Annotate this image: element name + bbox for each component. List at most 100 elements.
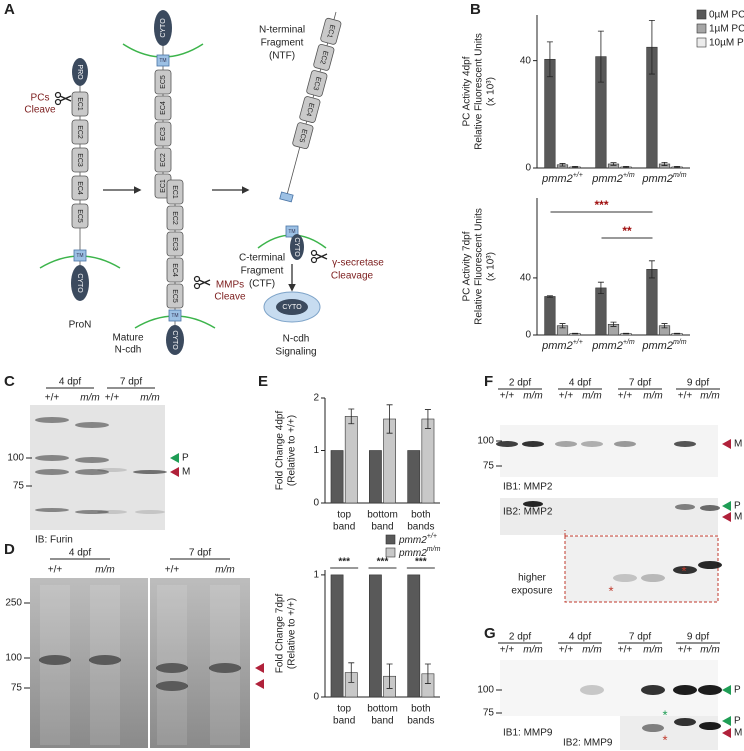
group-label: 2 dpf: [509, 632, 531, 643]
genotype-label: +/+: [500, 391, 515, 402]
y-axis-label: (x 10³): [486, 77, 497, 106]
x-tick-label: band: [333, 522, 355, 533]
y-tick-label: 1: [313, 445, 319, 456]
blot-band: [580, 685, 604, 695]
x-tick-label: pmm2+/+: [541, 172, 583, 185]
y-tick-label: 0: [313, 692, 319, 703]
genotype-label: +/+: [678, 391, 693, 402]
panel-label: F: [484, 373, 493, 390]
blot: [150, 578, 250, 748]
ec-domain: [313, 44, 335, 71]
x-tick-label: top: [337, 510, 351, 521]
category-name: pmm2: [591, 173, 623, 185]
error-bar: [610, 162, 617, 166]
cyto-label: CYTO: [293, 237, 300, 257]
caption: IB1: MMP9: [503, 728, 553, 739]
ec-domain: [292, 122, 314, 150]
band-label: P: [734, 501, 741, 512]
ec-domain: [154, 95, 172, 121]
bar: [646, 269, 658, 336]
tm-domain: [168, 309, 182, 322]
significance: ***: [338, 557, 350, 568]
asterisk: *: [608, 583, 613, 598]
genotype-label: m/m: [523, 391, 542, 402]
blot-band: [97, 510, 127, 514]
ec-domain: [299, 96, 321, 123]
pro-domain: [72, 58, 88, 86]
caption: IB2: MMP2: [503, 507, 553, 518]
ec-domain: [154, 147, 172, 173]
x-tick-label: bands: [407, 716, 434, 727]
error-bar: [674, 332, 681, 335]
blot-band: [209, 663, 241, 673]
band-label: P: [734, 685, 741, 696]
domain-label: EC1: [325, 24, 335, 39]
category-name: pmm2: [541, 340, 573, 352]
genotype-label: +/+: [559, 391, 574, 402]
y-tick-label: 2: [313, 393, 319, 404]
error-bar: [546, 295, 553, 298]
error-bar: [386, 404, 393, 434]
cyto-domain: [71, 265, 89, 301]
error-bar: [610, 321, 617, 327]
genotype-label: m/m: [140, 393, 159, 404]
y-axis-label: Fold Change 4dpf: [275, 411, 286, 491]
category-name: pmm2: [641, 173, 673, 185]
bar: [369, 450, 382, 504]
genotype-label: m/m: [643, 391, 662, 402]
domain-label: EC3: [160, 127, 167, 141]
bar: [421, 418, 435, 504]
scissors-ring: [193, 275, 201, 283]
blot: [620, 716, 718, 750]
y-tick-label: 0: [525, 163, 531, 174]
y-axis-label: PC Activity 4dpf: [462, 56, 473, 126]
marker-label: 100: [477, 436, 494, 447]
domain-label: EC2: [76, 125, 83, 139]
x-tick-label: band: [333, 716, 355, 727]
category-genotype: m/m: [673, 172, 687, 179]
scissors-ring: [310, 249, 318, 257]
marker-label: 250: [5, 598, 22, 609]
caption: Mature: [112, 333, 144, 344]
bar: [330, 450, 344, 504]
blot-lane: [210, 585, 240, 745]
significance: ***: [594, 198, 608, 212]
category-name: pmm2: [541, 173, 573, 185]
ec-domain: [154, 69, 172, 95]
error-bar: [424, 409, 431, 429]
y-axis-label: Relative Fluorescent Units: [474, 208, 485, 325]
band-label: M: [734, 728, 742, 739]
ec-domain: [306, 70, 328, 97]
error-bar: [597, 281, 604, 295]
band-arrow: [722, 728, 731, 738]
caption: (CTF): [249, 279, 275, 290]
blot-band: [642, 724, 664, 732]
cyto-label: CYTO: [76, 273, 83, 293]
legend-swatch: [385, 534, 396, 545]
marker-label: 75: [483, 708, 495, 719]
caption: IB: Furin: [35, 535, 73, 546]
cyto-domain: [276, 299, 308, 315]
error-bar: [348, 408, 355, 425]
y-axis-label: (Relative to +/+): [287, 415, 298, 486]
genotype-label: +/+: [165, 565, 180, 576]
x-tick-label: bottom: [367, 510, 398, 521]
marker-label: 75: [11, 683, 23, 694]
error-bar: [348, 662, 355, 683]
group-label: 9 dpf: [687, 632, 709, 643]
error-bar: [559, 163, 566, 167]
panel-label: B: [470, 1, 481, 18]
blot-band: [135, 510, 165, 514]
bar: [344, 416, 358, 504]
tm-label: TM: [159, 58, 166, 64]
panel-label: E: [258, 373, 268, 390]
scissors-icon: [193, 275, 211, 290]
domain-label: EC3: [171, 237, 178, 251]
y-axis-label: Relative Fluorescent Units: [474, 33, 485, 150]
legend-label: 10µM PCI: [709, 38, 744, 49]
cyto-domain: [154, 10, 172, 46]
y-axis-label: (Relative to +/+): [287, 598, 298, 669]
x-tick-label: top: [337, 704, 351, 715]
x-tick-label: bottom: [367, 704, 398, 715]
ec-domain: [166, 257, 184, 283]
